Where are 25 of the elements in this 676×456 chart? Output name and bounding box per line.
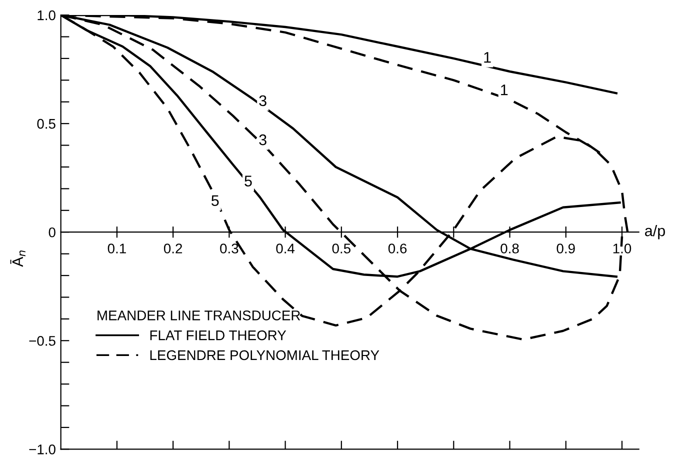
- legend-title: MEANDER LINE TRANSDUCER: [98, 310, 300, 320]
- x-tick-label: 0.6: [388, 244, 407, 254]
- x-tick-label: 0.3: [220, 244, 238, 254]
- x-tick-label: 0.1: [108, 244, 126, 254]
- annotation: 3: [259, 134, 266, 146]
- y-tick-label: 1.0: [38, 10, 56, 20]
- x-tick-label: 0.9: [556, 244, 575, 254]
- x-tick-label: 0.2: [164, 244, 182, 254]
- y-tick-label: 0.5: [37, 118, 56, 129]
- annotation: 5: [211, 195, 219, 206]
- x-tick-label: 0.4: [276, 244, 295, 254]
- legend-label: LEGENDRE POLYNOMIAL THEORY: [150, 350, 380, 360]
- y-tick-label: −0.5: [29, 336, 56, 346]
- x-tick-label: 1.0: [613, 244, 632, 254]
- legend-label: FLAT FIELD THEORY: [150, 330, 286, 340]
- x-tick-label: 0.8: [500, 244, 519, 254]
- annotation: 5: [244, 176, 252, 186]
- annotation: 3: [259, 95, 266, 106]
- annotation: 1: [501, 84, 508, 96]
- y-tick-label: 0: [48, 227, 56, 238]
- y-tick-label: −1.0: [29, 444, 56, 454]
- y-axis-title: Ā$_{n}$: [10, 250, 26, 267]
- x-tick-label: 0.5: [332, 244, 350, 254]
- x-axis-title: a/p: [645, 224, 665, 240]
- annotation: 1: [484, 52, 491, 63]
